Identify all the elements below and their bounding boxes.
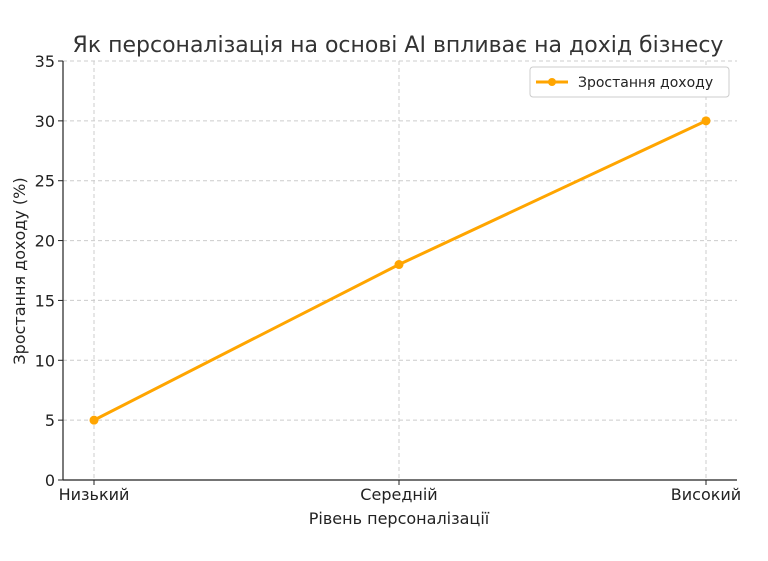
- x-axis-ticks: Низький Середній Високий: [59, 480, 741, 504]
- y-axis-ticks: 0 5 10 15 20 25 30 35: [35, 52, 63, 490]
- legend-label: Зростання доходу: [578, 75, 713, 91]
- series-line: [93, 119, 707, 422]
- y-axis-label: Зростання доходу (%): [10, 177, 29, 364]
- y-tick-label: 30: [35, 112, 55, 131]
- y-tick-label: 35: [35, 52, 55, 71]
- grid: [63, 60, 737, 480]
- x-tick-label: Середній: [360, 485, 437, 504]
- data-point: [701, 116, 711, 126]
- plot-area: [62, 61, 737, 481]
- data-point: [89, 415, 99, 425]
- x-tick-label: Низький: [59, 485, 130, 504]
- chart-title: Як персоналізація на основі AI впливає н…: [73, 33, 724, 58]
- y-tick-label: 5: [45, 411, 55, 430]
- legend: Зростання доходу: [529, 66, 730, 98]
- x-axis-label: Рівень персоналізації: [309, 509, 490, 528]
- y-tick-label: 0: [45, 471, 55, 490]
- y-tick-label: 25: [35, 172, 55, 191]
- data-point: [394, 260, 404, 270]
- x-tick-label: Високий: [671, 485, 741, 504]
- legend-point-marker: [548, 78, 556, 86]
- y-tick-label: 20: [35, 232, 55, 251]
- y-tick-label: 15: [35, 291, 55, 310]
- legend-box: [529, 66, 730, 98]
- y-tick-label: 10: [35, 351, 55, 370]
